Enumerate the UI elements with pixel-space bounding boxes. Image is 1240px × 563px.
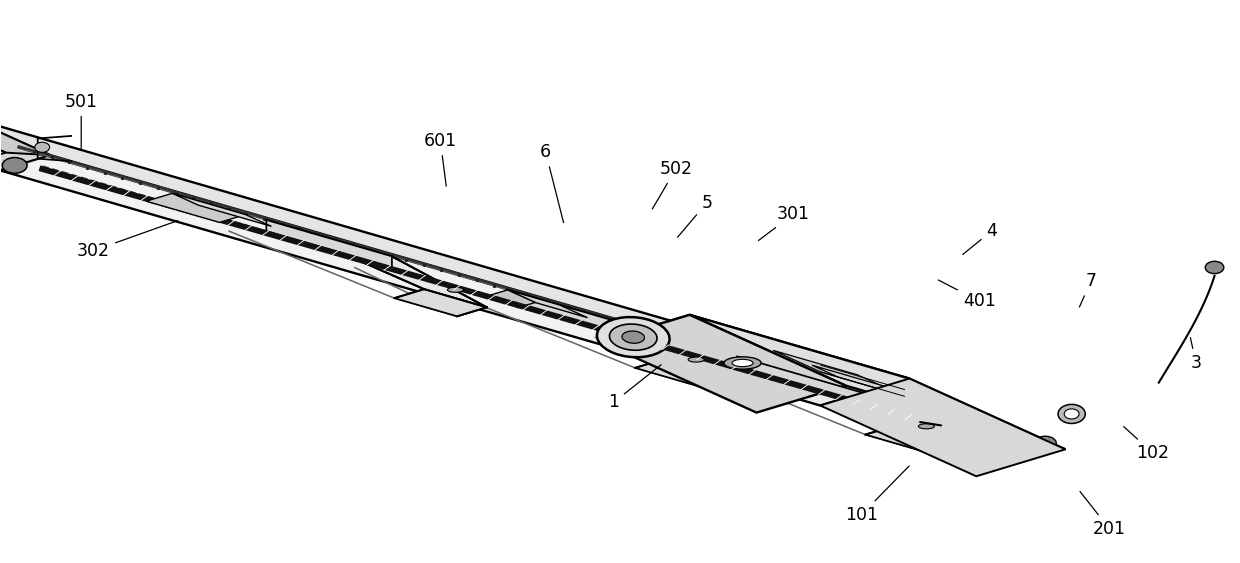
Ellipse shape — [919, 424, 935, 429]
Polygon shape — [600, 315, 909, 405]
Text: 102: 102 — [1123, 427, 1169, 462]
Text: 401: 401 — [939, 280, 996, 310]
Polygon shape — [0, 116, 780, 375]
Polygon shape — [635, 359, 728, 386]
Text: 601: 601 — [424, 132, 458, 186]
Text: 1: 1 — [609, 365, 661, 411]
Polygon shape — [490, 290, 536, 307]
Text: 6: 6 — [541, 144, 563, 222]
Polygon shape — [507, 290, 728, 377]
Text: 502: 502 — [652, 160, 692, 209]
Polygon shape — [146, 193, 246, 222]
Polygon shape — [172, 193, 272, 226]
Ellipse shape — [732, 359, 753, 367]
Polygon shape — [600, 315, 846, 413]
Polygon shape — [0, 116, 867, 392]
Text: 7: 7 — [1079, 272, 1096, 307]
Polygon shape — [812, 365, 963, 413]
Ellipse shape — [2, 158, 27, 173]
Ellipse shape — [688, 357, 704, 362]
Polygon shape — [738, 356, 863, 404]
Polygon shape — [0, 113, 6, 175]
Polygon shape — [689, 315, 1065, 449]
Polygon shape — [0, 113, 51, 155]
Polygon shape — [507, 290, 632, 337]
Polygon shape — [507, 290, 588, 318]
Polygon shape — [820, 378, 1065, 476]
Polygon shape — [394, 289, 487, 316]
Text: 501: 501 — [64, 93, 98, 150]
Polygon shape — [267, 220, 392, 267]
Text: 301: 301 — [759, 205, 810, 240]
Polygon shape — [866, 426, 957, 453]
Ellipse shape — [35, 142, 50, 153]
Ellipse shape — [1205, 261, 1224, 274]
Text: 302: 302 — [77, 221, 177, 260]
Ellipse shape — [1064, 409, 1079, 419]
Text: 201: 201 — [1080, 491, 1126, 538]
Ellipse shape — [1058, 404, 1085, 423]
Ellipse shape — [596, 317, 670, 357]
Ellipse shape — [1034, 436, 1056, 450]
Polygon shape — [267, 220, 487, 307]
Text: 4: 4 — [962, 222, 997, 254]
Polygon shape — [774, 350, 905, 396]
Text: 101: 101 — [844, 466, 909, 524]
Ellipse shape — [622, 331, 645, 343]
Ellipse shape — [609, 324, 657, 350]
Text: 5: 5 — [677, 194, 712, 237]
Ellipse shape — [448, 287, 464, 292]
Polygon shape — [738, 356, 957, 444]
Text: 3: 3 — [1190, 338, 1202, 372]
Polygon shape — [0, 116, 51, 177]
Ellipse shape — [724, 357, 761, 369]
